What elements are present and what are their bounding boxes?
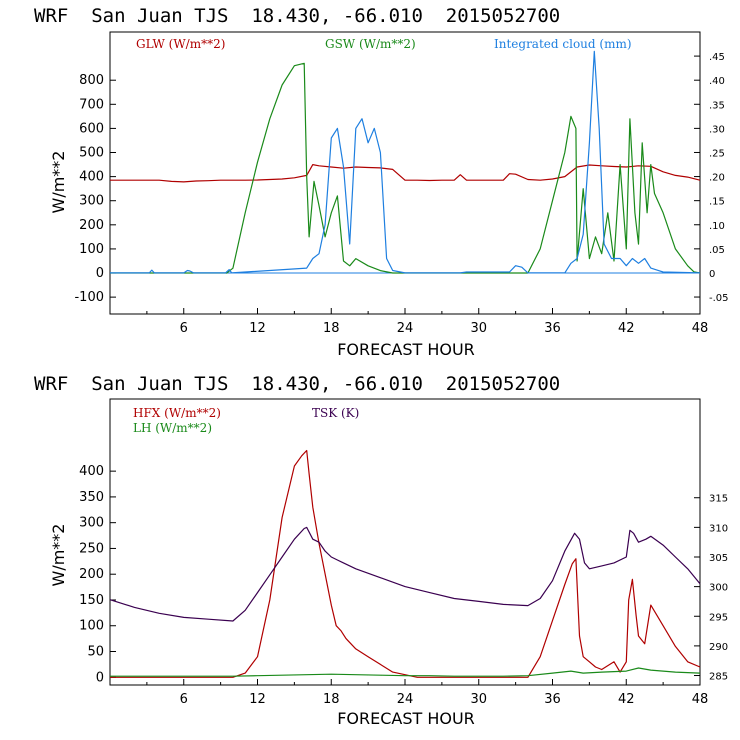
right-tick-label: 0 — [709, 269, 715, 280]
y-tick-label: 250 — [79, 541, 104, 556]
x-tick-label: 18 — [323, 692, 340, 707]
right-tick-label: .10 — [709, 221, 725, 232]
plot-frame — [109, 398, 701, 686]
panel-surface-fluxes: WRF San Juan TJS 18.430, -66.010 2015052… — [34, 373, 728, 728]
series-lines — [109, 449, 701, 678]
y-tick-label: 200 — [79, 218, 104, 233]
x-tick-label: 30 — [470, 692, 487, 707]
series-line-1 — [110, 62, 701, 274]
panel-radiation: WRF San Juan TJS 18.430, -66.010 2015052… — [34, 5, 729, 359]
legend-lh: LH (W/m**2) — [133, 421, 212, 435]
x-tick-label: 36 — [544, 321, 561, 336]
x-tick-label: 42 — [618, 321, 635, 336]
right-tick-label: .20 — [709, 173, 725, 184]
y-axis-label: W/m**2 — [49, 524, 68, 587]
x-axis-ticks: 6 12 18 24 30 36 42 48 — [146, 308, 709, 336]
panel-title: WRF San Juan TJS 18.430, -66.010 2015052… — [34, 373, 560, 395]
y-tick-label: 800 — [79, 73, 104, 88]
right-tick-label: .30 — [709, 124, 725, 135]
y-tick-label: 0 — [96, 670, 104, 685]
x-tick-label: 12 — [249, 321, 266, 336]
right-tick-label: 295 — [709, 612, 728, 623]
y-tick-label: 100 — [79, 619, 104, 634]
x-tick-label: 12 — [249, 692, 266, 707]
x-tick-label: 48 — [692, 692, 709, 707]
series-lines — [110, 50, 701, 274]
x-tick-label: 42 — [618, 692, 635, 707]
x-tick-label: 48 — [692, 321, 709, 336]
y-tick-label: 100 — [79, 242, 104, 257]
right-axis-ticks: .45 .40 .35 .30 .25 .20 .15 .10 .05 0 -.05 — [694, 52, 729, 304]
right-tick-label: 315 — [709, 494, 728, 505]
y-tick-label: -100 — [74, 290, 104, 305]
legend-glw: GLW (W/m**2) — [136, 37, 225, 51]
right-tick-label: 300 — [709, 583, 728, 594]
x-tick-label: 24 — [397, 321, 414, 336]
right-tick-label: 310 — [709, 523, 728, 534]
y-tick-label: 700 — [79, 97, 104, 112]
right-tick-label: 305 — [709, 553, 728, 564]
y-tick-label: 300 — [79, 194, 104, 209]
right-tick-label: 290 — [709, 642, 728, 653]
y-axis-label: W/m**2 — [49, 151, 68, 214]
right-tick-label: -.05 — [709, 293, 729, 304]
y-tick-label: 500 — [79, 146, 104, 161]
y-tick-label: 50 — [87, 645, 104, 660]
series-line-1 — [110, 667, 701, 677]
x-axis-label: FORECAST HOUR — [337, 340, 475, 359]
right-tick-label: .05 — [709, 245, 725, 256]
y-tick-label: 0 — [96, 266, 104, 281]
y-tick-label: 400 — [79, 170, 104, 185]
y-tick-label: 200 — [79, 567, 104, 582]
x-axis-ticks: 6 12 18 24 30 36 42 48 — [146, 679, 709, 707]
panel-title: WRF San Juan TJS 18.430, -66.010 2015052… — [34, 5, 560, 27]
right-tick-label: 285 — [709, 672, 728, 683]
y-tick-label: 300 — [79, 516, 104, 531]
y-tick-label: 350 — [79, 490, 104, 505]
right-tick-label: .35 — [709, 100, 725, 111]
right-tick-label: .25 — [709, 148, 725, 159]
right-axis-ticks: 315 310 305 300 295 290 285 — [694, 494, 728, 683]
right-tick-label: .45 — [709, 52, 725, 63]
legend-hfx: HFX (W/m**2) — [133, 406, 221, 420]
series-line-0 — [110, 449, 701, 678]
series-line-0 — [110, 164, 701, 183]
x-tick-label: 6 — [180, 321, 188, 336]
series-line-2 — [110, 50, 701, 274]
y-tick-label: 400 — [79, 464, 104, 479]
y-tick-label: 600 — [79, 121, 104, 136]
y-tick-label: 150 — [79, 593, 104, 608]
legend-tsk: TSK (K) — [312, 406, 359, 420]
y-axis-ticks: 800 700 600 500 400 300 200 100 0 -100 — [74, 73, 116, 305]
plot-frame — [109, 31, 701, 315]
series-line-2 — [109, 526, 701, 622]
x-axis-label: FORECAST HOUR — [337, 709, 475, 728]
x-tick-label: 18 — [323, 321, 340, 336]
right-tick-label: .15 — [709, 197, 725, 208]
right-tick-label: .40 — [709, 76, 725, 87]
x-tick-label: 36 — [544, 692, 561, 707]
legend-cloud: Integrated cloud (mm) — [494, 37, 632, 51]
x-tick-label: 6 — [180, 692, 188, 707]
x-tick-label: 30 — [470, 321, 487, 336]
x-tick-label: 24 — [397, 692, 414, 707]
legend-gsw: GSW (W/m**2) — [325, 37, 416, 51]
y-axis-ticks: 400 350 300 250 200 150 100 50 0 — [79, 464, 116, 685]
